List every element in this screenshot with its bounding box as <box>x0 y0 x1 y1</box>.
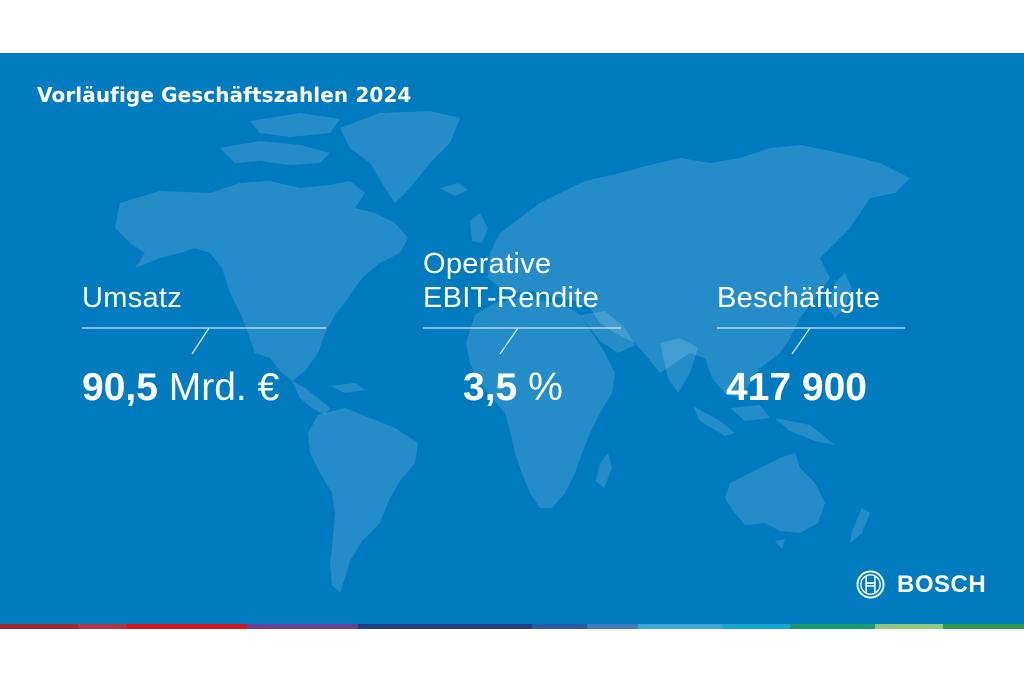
kpi-value-number: 90,5 <box>82 366 158 409</box>
world-map-background <box>115 111 910 593</box>
color-segment <box>247 624 358 629</box>
page-title: Vorläufige Geschäftszahlen 2024 <box>37 83 412 107</box>
callout-line <box>82 327 326 355</box>
color-segment <box>638 624 722 629</box>
bosch-logo: BOSCH <box>856 570 986 599</box>
color-segment <box>943 624 1024 629</box>
kpi-value: 3,5 % <box>463 366 563 410</box>
kpi-value: 417 900 <box>726 366 867 410</box>
kpi-label: Beschäftigte <box>717 282 881 314</box>
color-segment <box>127 624 247 629</box>
color-segment <box>532 624 587 629</box>
kpi-label: Operative EBIT-Rendite <box>423 247 599 315</box>
color-segment <box>722 624 790 629</box>
kpi-value: 90,5 Mrd. € <box>82 366 279 410</box>
slide-panel: Vorläufige Geschäftszahlen 2024 Umsatz 9… <box>0 53 1024 624</box>
kpi-label-line-1: Operative <box>423 248 552 280</box>
kpi-value-number: 3,5 <box>463 366 518 409</box>
color-segment <box>358 624 532 629</box>
kpi-label-line-2: EBIT-Rendite <box>423 282 600 314</box>
kpi-label: Umsatz <box>82 282 183 314</box>
kpi-value-unit: Mrd. € <box>168 366 280 409</box>
color-segment <box>875 624 943 629</box>
color-segment <box>790 624 875 629</box>
brand-color-bar <box>0 624 1024 629</box>
callout-line <box>717 327 905 355</box>
kpi-value-number: 417 900 <box>726 366 867 409</box>
color-segment <box>587 624 638 629</box>
kpi-value-unit: % <box>528 366 563 409</box>
color-segment <box>78 624 127 629</box>
bosch-armature-icon <box>856 570 885 599</box>
brand-name: BOSCH <box>897 570 987 598</box>
callout-line <box>423 327 621 355</box>
color-segment <box>0 624 78 629</box>
